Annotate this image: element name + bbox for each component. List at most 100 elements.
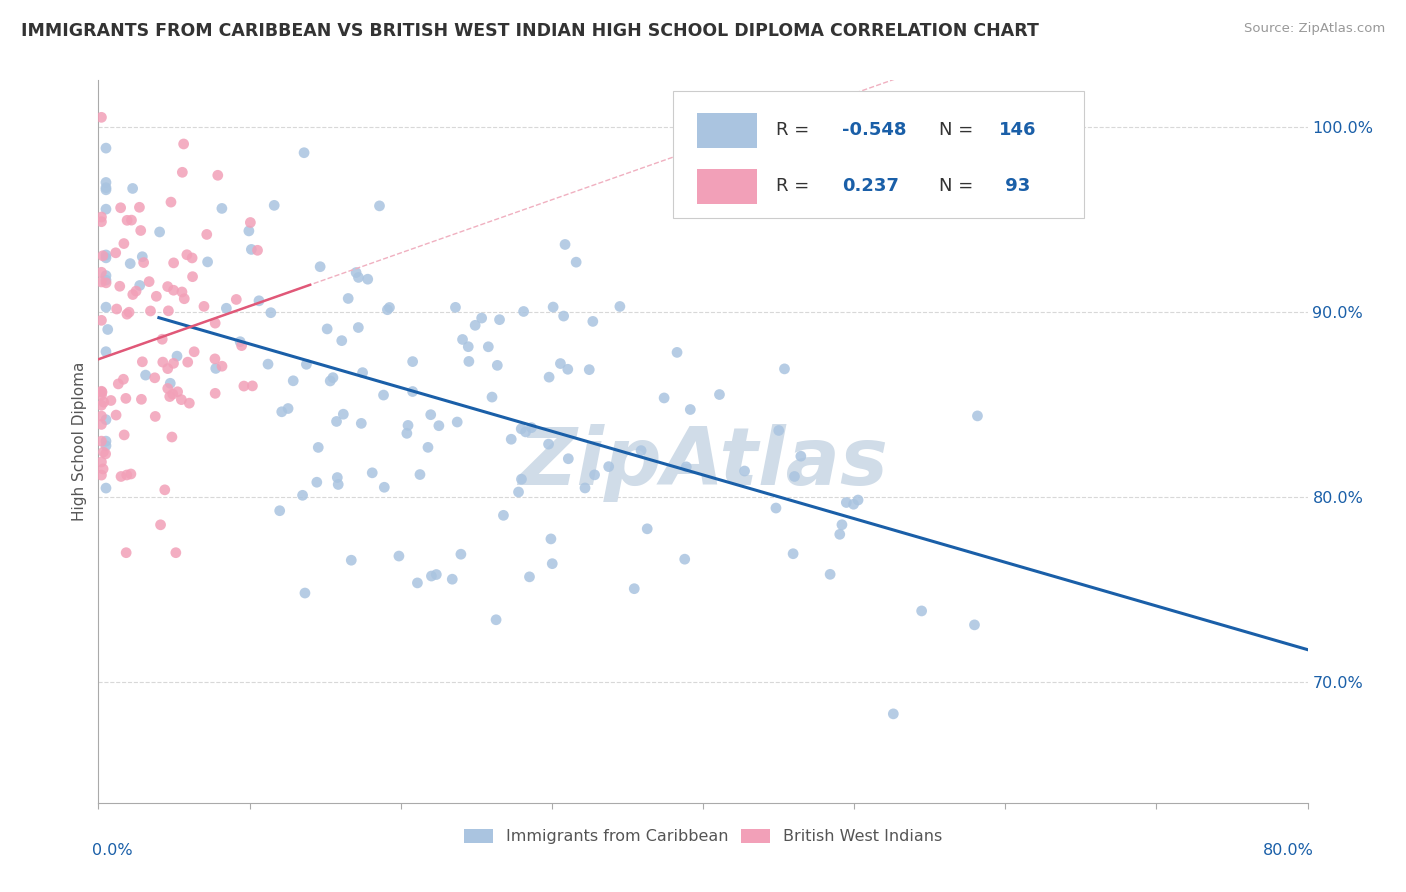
Point: [93, 445, 115, 459]
Point: [519, 570, 541, 584]
Point: [97, 322, 120, 336]
Point: [636, 522, 658, 536]
Point: [368, 199, 391, 213]
Point: [229, 334, 252, 349]
Bar: [697, 113, 758, 148]
Point: [156, 279, 179, 293]
Point: [350, 417, 373, 431]
Point: [94, 202, 117, 217]
Point: [768, 424, 790, 438]
Point: [215, 301, 238, 316]
Point: [538, 370, 561, 384]
Point: [121, 287, 143, 301]
Point: [557, 451, 579, 466]
Point: [90, 409, 112, 423]
Point: [91, 385, 114, 400]
Point: [420, 569, 443, 583]
Point: [488, 312, 510, 326]
Point: [652, 391, 675, 405]
Point: [150, 332, 173, 346]
Point: [94, 413, 117, 427]
Point: [104, 245, 127, 260]
Point: [94, 183, 117, 197]
Point: [401, 354, 423, 368]
Point: [294, 586, 316, 600]
Point: [121, 213, 143, 227]
Text: 146: 146: [1000, 120, 1036, 138]
Legend: Immigrants from Caribbean, British West Indians: Immigrants from Caribbean, British West …: [460, 824, 946, 849]
Point: [242, 379, 264, 393]
Point: [139, 304, 162, 318]
Point: [583, 467, 606, 482]
Point: [510, 422, 533, 436]
Point: [94, 251, 117, 265]
Point: [444, 301, 467, 315]
Point: [257, 357, 280, 371]
Point: [450, 547, 472, 561]
Point: [578, 362, 600, 376]
Point: [818, 567, 841, 582]
Point: [666, 345, 689, 359]
Point: [295, 357, 318, 371]
Point: [598, 459, 620, 474]
Point: [963, 618, 986, 632]
Point: [90, 215, 112, 229]
Point: [90, 455, 112, 469]
Point: [395, 426, 418, 441]
Point: [197, 255, 219, 269]
Point: [110, 469, 132, 483]
Text: N =: N =: [939, 177, 979, 194]
Point: [162, 356, 184, 370]
Point: [170, 285, 193, 299]
Point: [156, 381, 179, 395]
Point: [911, 604, 934, 618]
Point: [554, 237, 576, 252]
Bar: [697, 169, 758, 203]
Point: [541, 557, 564, 571]
Point: [135, 368, 157, 383]
Point: [966, 409, 988, 423]
Point: [94, 434, 117, 449]
Point: [156, 361, 179, 376]
Point: [179, 396, 201, 410]
Point: [94, 273, 117, 287]
Point: [149, 225, 172, 239]
Point: [481, 390, 503, 404]
Text: R =: R =: [776, 177, 820, 194]
Point: [90, 417, 112, 432]
Point: [515, 425, 537, 439]
Point: [90, 313, 112, 327]
Point: [94, 276, 117, 290]
Point: [94, 439, 117, 453]
Point: [831, 517, 853, 532]
Point: [204, 361, 226, 376]
Point: [159, 376, 181, 391]
Point: [90, 434, 112, 449]
Point: [409, 467, 432, 482]
Point: [319, 374, 342, 388]
Point: [120, 257, 142, 271]
Point: [501, 432, 523, 446]
Point: [540, 532, 562, 546]
Text: 0.237: 0.237: [842, 177, 898, 194]
Point: [115, 307, 138, 321]
Point: [446, 415, 468, 429]
Point: [115, 468, 138, 483]
Point: [307, 441, 329, 455]
Point: [260, 306, 283, 320]
Text: IMMIGRANTS FROM CARIBBEAN VS BRITISH WEST INDIAN HIGH SCHOOL DIPLOMA CORRELATION: IMMIGRANTS FROM CARIBBEAN VS BRITISH WES…: [21, 22, 1039, 40]
Point: [347, 320, 370, 334]
Point: [165, 546, 187, 560]
Point: [352, 366, 374, 380]
Point: [378, 301, 401, 315]
Point: [90, 111, 112, 125]
Text: -0.548: -0.548: [842, 120, 907, 138]
Point: [357, 272, 380, 286]
Point: [541, 300, 564, 314]
Point: [328, 477, 350, 491]
Point: [492, 508, 515, 523]
Point: [90, 398, 112, 412]
Point: [270, 405, 292, 419]
Point: [90, 468, 112, 483]
Point: [115, 546, 138, 560]
